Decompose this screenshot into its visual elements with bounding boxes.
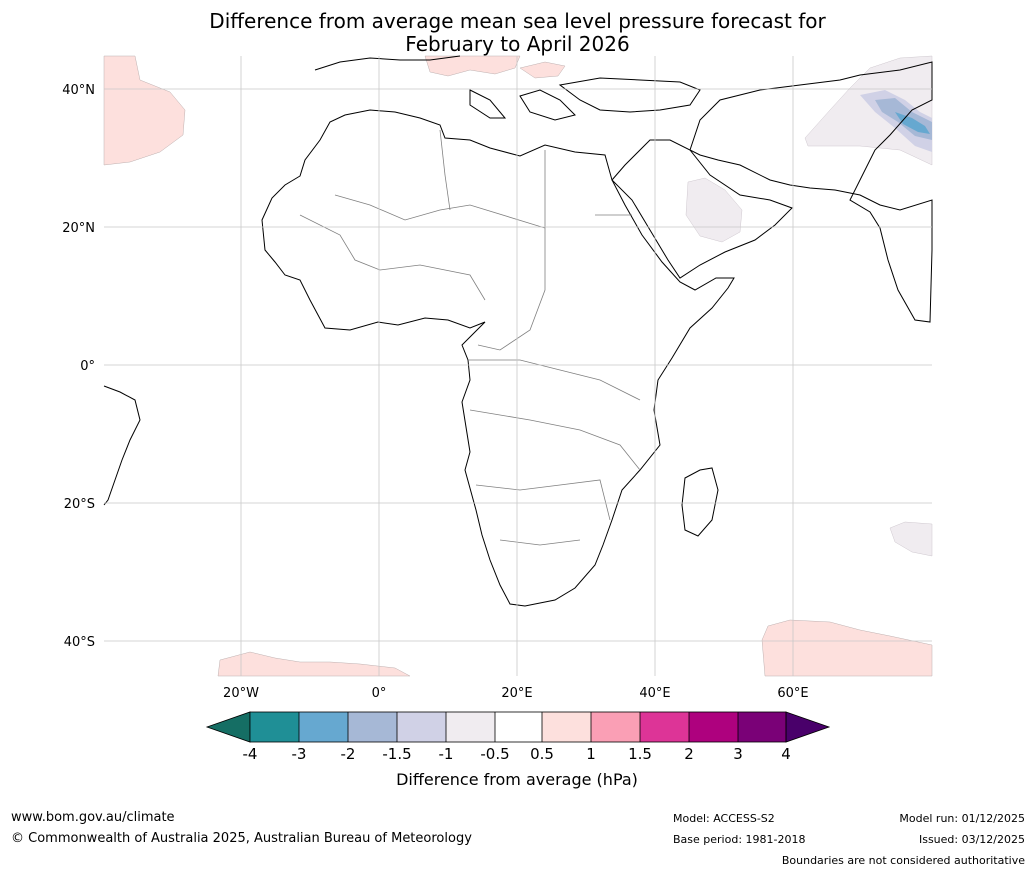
negative-anomaly-tibet: [860, 90, 932, 152]
lon-label: 20°E: [501, 686, 532, 701]
colorbar-tick-label: -2: [341, 745, 356, 763]
website-link[interactable]: www.bom.gov.au/climate: [11, 810, 175, 825]
colorbar-tick-label: 1: [586, 745, 596, 763]
madagascar-coast: [681, 467, 719, 537]
colorbar-tick-label: 0.5: [530, 745, 554, 763]
colorbar-frame: [249, 711, 787, 743]
positive-anomaly-balkans: [519, 61, 566, 79]
colorbar-tick-label: -4: [243, 745, 258, 763]
colorbar-tick-label: -1.5: [382, 745, 411, 763]
colorbar-swatch: [591, 712, 640, 742]
colorbar-tick-label: -3: [292, 745, 307, 763]
latitude-labels: 40°N 20°N 0° 20°S 40°S: [62, 83, 95, 650]
colorbar-swatch: [495, 712, 542, 742]
issued-date: Issued: 03/12/2025: [918, 833, 1025, 846]
colorbar-extend-high: [785, 711, 831, 743]
colorbar-tick-label: 2: [684, 745, 694, 763]
mediterranean-coast: [314, 55, 701, 121]
positive-anomaly-north-atlantic: [103, 55, 186, 166]
negative-anomaly-central-asia: [804, 55, 933, 166]
colorbar: -4 -3 -2 -1.5 -1 -0.5 0.5 1 1.5 2 3 4 Di…: [205, 711, 831, 789]
negative-anomaly-indian-ocean: [889, 521, 933, 557]
lon-label: 40°E: [639, 686, 670, 701]
colorbar-swatch: [348, 712, 397, 742]
graticule: [104, 56, 932, 676]
colorbar-title: Difference from average (hPa): [396, 770, 638, 789]
lon-label: 20°W: [223, 686, 259, 701]
coastlines: [103, 55, 933, 607]
colorbar-swatch: [738, 712, 786, 742]
colorbar-dividers: [298, 712, 739, 742]
colorbar-swatch: [689, 712, 738, 742]
asia-coast: [689, 61, 933, 323]
positive-anomaly-south-atlantic: [217, 651, 411, 677]
model-name: Model: ACCESS-S2: [673, 812, 775, 825]
colorbar-tick-label: 4: [781, 745, 791, 763]
boundaries-disclaimer: Boundaries are not considered authoritat…: [781, 854, 1025, 867]
colorbar-tick-label: 3: [733, 745, 743, 763]
colorbar-tick-label: -1: [439, 745, 454, 763]
lat-label: 40°N: [62, 83, 95, 98]
south-america-coast: [103, 385, 141, 506]
negative-anomaly-arabia: [685, 177, 743, 243]
longitude-labels: 20°W 0° 20°E 40°E 60°E: [223, 686, 809, 701]
map-area: [104, 56, 932, 676]
model-run-date: Model run: 01/12/2025: [899, 812, 1025, 825]
lon-label: 0°: [372, 686, 387, 701]
colorbar-tick-label: 1.5: [628, 745, 652, 763]
colorbar-swatch: [299, 712, 348, 742]
colorbar-swatch: [397, 712, 446, 742]
map-title-line-1: Difference from average mean sea level p…: [209, 9, 826, 33]
africa-coast: [261, 109, 735, 607]
lat-label: 20°S: [64, 497, 95, 512]
colorbar-tick-label: -0.5: [480, 745, 509, 763]
lat-label: 40°S: [64, 635, 95, 650]
colorbar-swatch: [446, 712, 495, 742]
base-period: Base period: 1981-2018: [673, 833, 806, 846]
colorbar-swatch: [250, 712, 299, 742]
arabia-coast: [611, 139, 793, 279]
colorbar-swatch: [542, 712, 591, 742]
positive-anomaly-southern-ocean: [761, 619, 933, 677]
colorbar-swatch: [640, 712, 689, 742]
lat-label: 20°N: [62, 221, 95, 236]
negative-anomaly-core: [895, 112, 930, 134]
map-title-line-2: February to April 2026: [405, 32, 630, 56]
lat-label: 0°: [80, 359, 95, 374]
copyright-notice: © Commonwealth of Australia 2025, Austra…: [11, 831, 472, 846]
country-borders: [299, 129, 641, 546]
colorbar-extend-low: [205, 711, 251, 743]
anomaly-shading: [103, 55, 933, 677]
positive-anomaly-mediterranean: [424, 55, 521, 77]
lon-label: 60°E: [777, 686, 808, 701]
